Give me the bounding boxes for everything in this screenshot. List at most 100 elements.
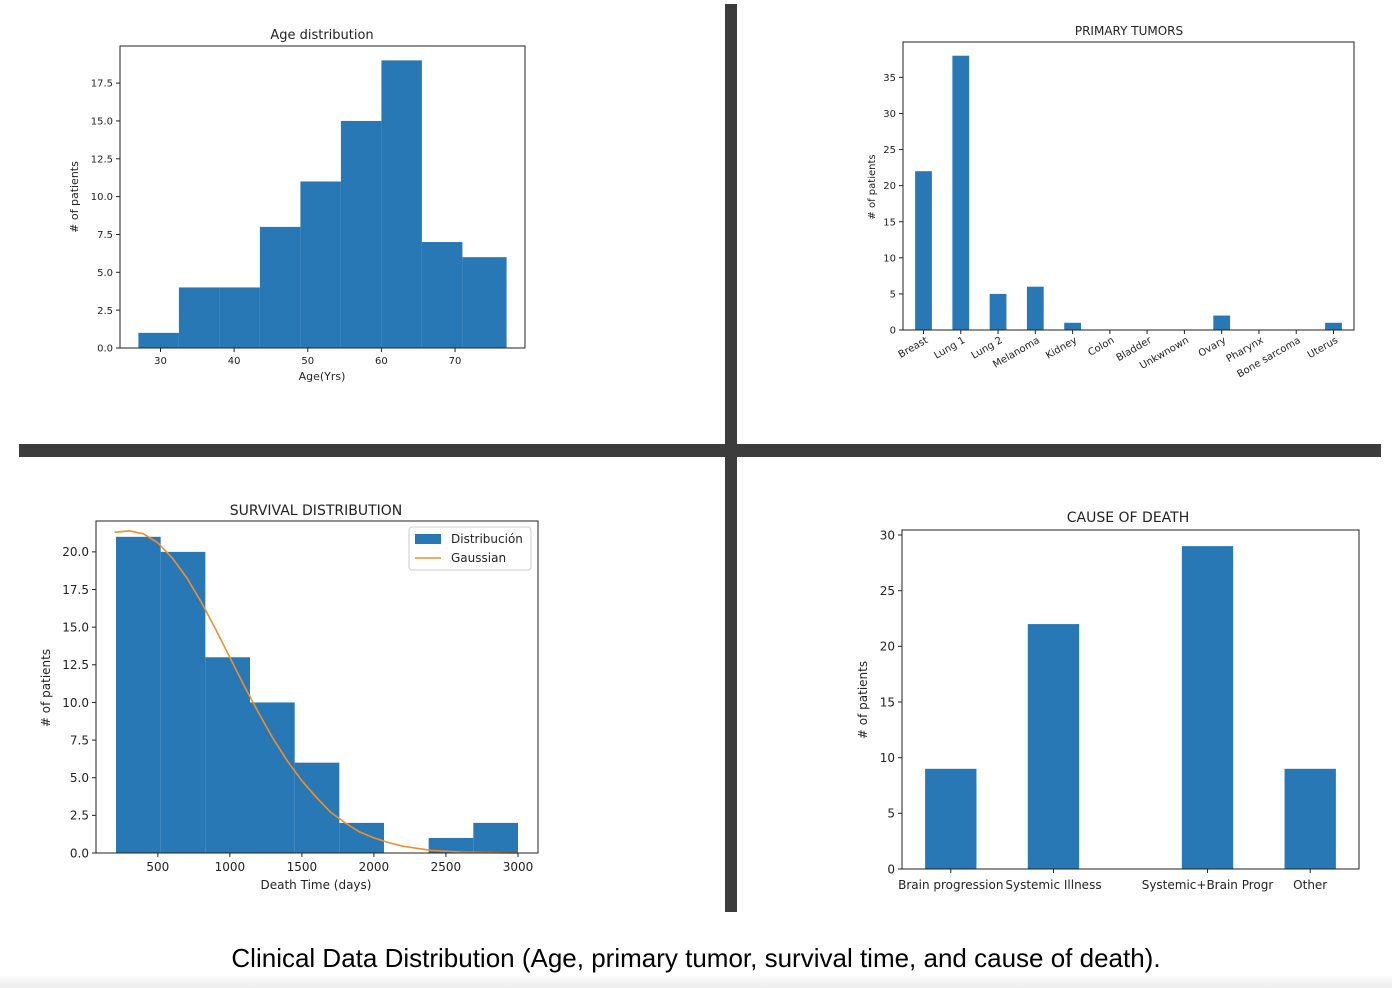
legend-swatch-bar [415, 534, 441, 544]
y-tick-label: 30 [883, 109, 896, 120]
bar [1026, 286, 1044, 330]
y-tick-label: 25 [880, 584, 895, 598]
bar [1027, 624, 1080, 869]
y-tick-label: 15.0 [62, 620, 89, 634]
x-tick-label: 2500 [431, 860, 462, 874]
chart-age-distribution: Age distribution 30 40 50 60 70 0.0 2.5 5.0 7.5… [68, 28, 526, 383]
x-tick-label: Colon [1086, 335, 1116, 359]
chart-title: SURVIVAL DISTRIBUTION [230, 503, 403, 519]
y-tick-label: 7.5 [97, 230, 113, 241]
y-tick-label: 20.0 [62, 545, 89, 559]
legend: Distribución Gaussian [408, 526, 532, 571]
bar [294, 762, 340, 853]
y-tick-label: 10.0 [62, 696, 89, 710]
y-tick-label: 35 [883, 73, 896, 84]
chart-cause-of-death: CAUSE OF DEATH Brain progression Systemic… [856, 510, 1360, 892]
y-tick-label: 5 [890, 290, 896, 301]
x-axis-label: Death Time (days) [261, 878, 372, 892]
x-tick-label: Ovary [1197, 335, 1229, 360]
bar [1325, 322, 1342, 330]
bar [1213, 315, 1231, 330]
footer-shade [0, 975, 1392, 988]
chart-survival-distribution: SURVIVAL DISTRIBUTION 500 1000 1500 2000 250… [39, 503, 539, 892]
figure-caption: Clinical Data Distribution (Age, primary… [231, 943, 1161, 973]
bar [300, 181, 341, 348]
x-tick-label: Uterus [1306, 335, 1340, 361]
y-tick-label: 25 [883, 145, 896, 156]
bar [1284, 768, 1336, 869]
bar [339, 822, 384, 853]
chart-title: PRIMARY TUMORS [1075, 24, 1183, 38]
bar [989, 293, 1007, 330]
x-axis: Brain progression Systemic Illness Systemi… [898, 869, 1327, 892]
y-tick-label: 0.0 [97, 344, 113, 355]
y-tick-label: 2.5 [97, 306, 113, 317]
x-tick-label: Systemic+Brain Progr [1142, 878, 1274, 892]
x-tick-label: 60 [375, 356, 388, 367]
divider-horizontal [19, 444, 1381, 457]
bar [340, 120, 382, 348]
x-tick-label: Kidney [1044, 335, 1079, 362]
bar [381, 60, 422, 348]
y-tick-label: 5.0 [70, 771, 89, 785]
bar [473, 822, 518, 853]
y-tick-label: 30 [880, 528, 895, 542]
y-tick-label: 0 [887, 862, 895, 876]
y-axis-label: # of patients [856, 661, 870, 739]
bar [250, 702, 295, 853]
bar [1064, 322, 1081, 330]
gaussian-curve [114, 529, 519, 854]
x-tick-label: Other [1293, 878, 1327, 892]
y-tick-label: 10 [883, 253, 896, 264]
plot-frame [901, 529, 1360, 870]
y-tick-label: 20 [883, 181, 896, 192]
y-tick-label: 0 [890, 326, 896, 337]
y-tick-label: 15.0 [91, 117, 113, 128]
bar [428, 837, 474, 853]
legend-label: Gaussian [451, 551, 506, 565]
y-tick-label: 20 [880, 640, 895, 654]
bar [421, 242, 463, 348]
y-tick-label: 10.0 [91, 192, 113, 203]
divider-vertical [725, 4, 737, 912]
gaussian-line [114, 529, 519, 854]
bar [1181, 546, 1234, 869]
x-tick-label: 70 [449, 356, 462, 367]
y-axis: 0 5 10 15 20 25 30 [880, 528, 902, 876]
y-tick-label: 15 [880, 695, 895, 709]
x-tick-label: 40 [228, 356, 241, 367]
y-tick-label: 5 [887, 807, 895, 821]
x-tick-label: 30 [154, 356, 167, 367]
y-axis: 0.0 2.5 5.0 7.5 10.0 12.5 15.0 17.5 20.0 [62, 545, 96, 860]
chart-title: Age distribution [270, 28, 373, 43]
x-tick-label: 1000 [215, 860, 246, 874]
x-tick-label: 50 [301, 356, 314, 367]
x-tick-label: Lung 1 [932, 335, 967, 362]
bars [116, 536, 518, 853]
y-tick-label: 0.0 [70, 846, 89, 860]
x-axis-label: Age(Yrs) [299, 370, 346, 383]
bar [259, 226, 301, 348]
bar [219, 287, 260, 348]
bar [160, 551, 206, 853]
y-tick-label: 17.5 [62, 583, 89, 597]
y-axis: 0 5 10 15 20 25 30 35 [883, 73, 903, 337]
x-tick-label: 500 [146, 860, 169, 874]
x-tick-label: 2000 [359, 860, 390, 874]
y-tick-label: 10 [880, 751, 895, 765]
x-tick-label: Breast [897, 335, 930, 361]
plot-frame [95, 520, 539, 854]
y-tick-label: 7.5 [70, 733, 89, 747]
y-tick-label: 12.5 [62, 658, 89, 672]
bar [138, 332, 179, 348]
y-tick-label: 2.5 [70, 809, 89, 823]
chart-primary-tumors: PRIMARY TUMORS Breast Lung 1 Lung 2Melanom… [867, 24, 1355, 380]
bars [915, 55, 1342, 330]
x-tick-label: 1500 [287, 860, 318, 874]
bar [925, 768, 977, 869]
chart-title: CAUSE OF DEATH [1067, 510, 1190, 526]
y-axis-label: # of patients [867, 154, 878, 219]
y-tick-label: 15 [883, 217, 896, 228]
